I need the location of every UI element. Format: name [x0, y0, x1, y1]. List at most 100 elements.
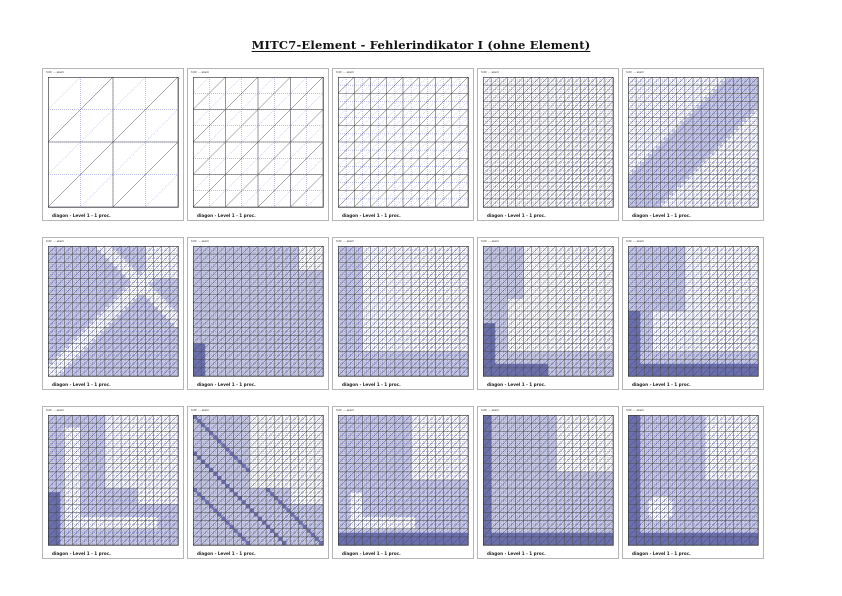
error-cell	[527, 355, 532, 360]
coarse-mesh-line	[483, 77, 565, 159]
fine-mesh-line	[628, 246, 706, 324]
coarse-mesh-line	[193, 246, 202, 255]
error-cell	[415, 355, 420, 360]
coarse-mesh-line	[338, 77, 404, 143]
error-cell	[137, 254, 142, 259]
fine-mesh-line	[483, 246, 610, 373]
error-cell	[717, 101, 722, 106]
panel-footer: diagon - Level 1 - 1 proc.	[52, 213, 111, 218]
fine-mesh-line	[338, 246, 432, 340]
error-cell	[592, 355, 597, 360]
coarse-mesh-line	[386, 294, 469, 377]
error-cell	[141, 347, 146, 352]
error-cell	[286, 347, 291, 352]
error-cell	[648, 154, 653, 159]
fine-mesh-line	[486, 80, 614, 208]
coarse-mesh-line	[628, 77, 718, 167]
coarse-mesh-line	[604, 367, 614, 377]
fine-mesh-line	[338, 246, 456, 364]
error-cell	[278, 315, 283, 320]
fine-mesh-line	[382, 290, 469, 377]
error-cell	[676, 174, 682, 179]
error-cell	[209, 343, 214, 348]
error-cell	[419, 351, 424, 356]
fine-mesh-line	[628, 77, 673, 122]
coarse-mesh-line	[193, 246, 275, 328]
fine-mesh-line	[483, 77, 601, 195]
error-cell	[129, 319, 134, 324]
error-cell	[705, 154, 710, 159]
mesh-border	[48, 246, 179, 377]
fine-mesh-line	[51, 249, 179, 377]
error-cell	[511, 282, 516, 287]
error-cell	[157, 290, 162, 295]
error-cell	[680, 137, 686, 143]
error-cell	[165, 323, 171, 328]
error-cell	[302, 355, 307, 360]
fine-mesh-line	[576, 170, 614, 208]
fine-mesh-line	[193, 246, 311, 364]
fine-mesh-line	[628, 77, 714, 163]
error-cell	[141, 315, 146, 320]
fine-mesh-line	[48, 77, 146, 175]
error-cell	[100, 282, 106, 287]
error-cell	[503, 298, 508, 304]
error-cell	[169, 343, 175, 348]
error-cell	[76, 266, 81, 271]
fine-mesh-line	[628, 246, 698, 316]
error-cell	[656, 146, 661, 151]
error-cell	[290, 311, 295, 316]
panel-header: hdlr ... elem	[191, 70, 210, 74]
mesh-panel: hdlr ... elem diagon - Level 1 - 1 proc.	[332, 237, 474, 390]
error-cell	[507, 270, 512, 275]
error-cell	[310, 290, 316, 295]
error-cell	[503, 266, 508, 271]
error-cell	[217, 319, 222, 324]
error-cell	[310, 355, 316, 360]
fine-mesh-line	[193, 246, 255, 308]
error-cell	[96, 286, 102, 291]
coarse-mesh-line	[338, 246, 412, 320]
fine-mesh-line	[483, 77, 520, 114]
error-cell	[245, 274, 251, 279]
error-cell	[278, 274, 283, 279]
fine-mesh-line	[628, 77, 690, 139]
error-cell	[499, 294, 504, 300]
mesh-panel: hdlr ... elem diagon - Level 1 - 1 proc.	[622, 68, 764, 221]
error-cell	[68, 298, 73, 304]
error-cell	[358, 282, 363, 287]
fine-mesh-line	[306, 190, 324, 208]
error-cell	[358, 274, 363, 279]
coarse-mesh-line	[676, 125, 759, 208]
mesh-panel: hdlr ... elem diagon - Level 1 - 1 proc.	[477, 68, 619, 221]
error-cell	[314, 319, 320, 324]
coarse-mesh-line	[193, 77, 226, 110]
error-cell	[213, 266, 218, 271]
error-cell	[749, 93, 755, 98]
error-cell	[294, 315, 299, 320]
error-cell	[241, 262, 247, 267]
error-cell	[318, 347, 324, 352]
error-cell	[72, 270, 77, 275]
coarse-mesh-line	[225, 278, 324, 377]
fine-mesh-line	[519, 113, 614, 208]
error-cell	[652, 150, 657, 155]
error-cell	[64, 286, 69, 291]
panel-header: hdlr ... elem	[191, 239, 210, 243]
error-cell	[104, 286, 110, 291]
error-cell	[680, 274, 686, 279]
coarse-mesh-line	[483, 77, 541, 135]
coarse-mesh-line	[48, 246, 138, 336]
fine-mesh-line	[205, 258, 324, 377]
error-cell	[652, 302, 657, 308]
fine-mesh-line	[145, 174, 179, 208]
mesh-plot	[193, 77, 324, 208]
error-cell	[354, 270, 359, 275]
error-cell	[233, 351, 238, 356]
fine-mesh-line	[459, 198, 469, 208]
coarse-mesh-line	[104, 302, 179, 377]
fine-mesh-line	[511, 105, 614, 208]
coarse-mesh-line	[572, 166, 614, 208]
coarse-mesh-line	[193, 246, 324, 377]
error-cell	[249, 319, 255, 324]
